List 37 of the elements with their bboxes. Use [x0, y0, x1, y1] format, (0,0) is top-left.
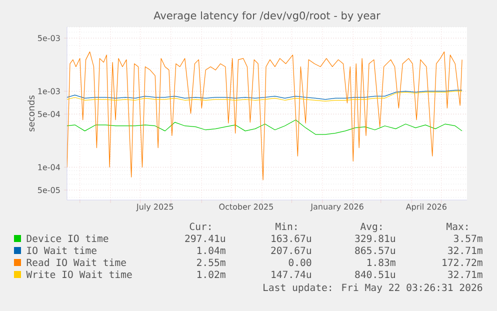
x-tick-label: July 2025 — [136, 204, 174, 212]
text: 840.51u — [355, 270, 395, 278]
text: Avg: — [360, 222, 382, 232]
text: 172.72m — [442, 258, 482, 266]
text: 163.67u — [272, 234, 311, 242]
line-series — [67, 52, 462, 180]
legend-label: IO Wait time — [27, 246, 96, 254]
text: 1.02m — [197, 270, 226, 278]
legend-label: Write IO Wait time — [26, 270, 132, 278]
text: 3.57m — [454, 234, 482, 242]
text: 0.00 — [288, 258, 312, 266]
legend-label: Device IO time — [26, 234, 108, 242]
text: Last update: Fri May 22 03:26:31 2026 — [264, 284, 482, 294]
text: 32.71m — [448, 270, 482, 278]
text: Min: — [276, 222, 296, 230]
text: 297.41u — [185, 234, 225, 242]
y-tick-label: 5e-04 — [38, 111, 60, 118]
text: 329.81u — [355, 234, 395, 242]
text: 865.57u — [355, 246, 395, 254]
x-tick-label: October 2025 — [219, 204, 273, 210]
x-tick-label: January 2026 — [310, 204, 364, 212]
text: 147.74u — [272, 270, 311, 278]
text: 1.83m — [367, 258, 396, 266]
text: 32.71m — [448, 246, 482, 254]
y-tick-label: 5e-03 — [38, 35, 60, 42]
y-tick-label: 5e-05 — [38, 187, 60, 194]
x-tick-label: April 2026 — [406, 204, 446, 212]
y-tick-label: 1e-03 — [38, 88, 60, 94]
y-axis-title: seconds — [28, 96, 35, 132]
y-tick-label: 1e-04 — [38, 164, 60, 170]
chart-title: Average latency for /dev/vg0/root - by year — [154, 11, 380, 22]
legend-label: Read IO Wait time — [26, 258, 126, 266]
text: Cur: — [190, 222, 210, 230]
text: 2.55m — [197, 258, 226, 266]
text: 1.04m — [197, 246, 226, 254]
text: Max: — [446, 222, 468, 230]
text: 207.67u — [271, 246, 311, 254]
